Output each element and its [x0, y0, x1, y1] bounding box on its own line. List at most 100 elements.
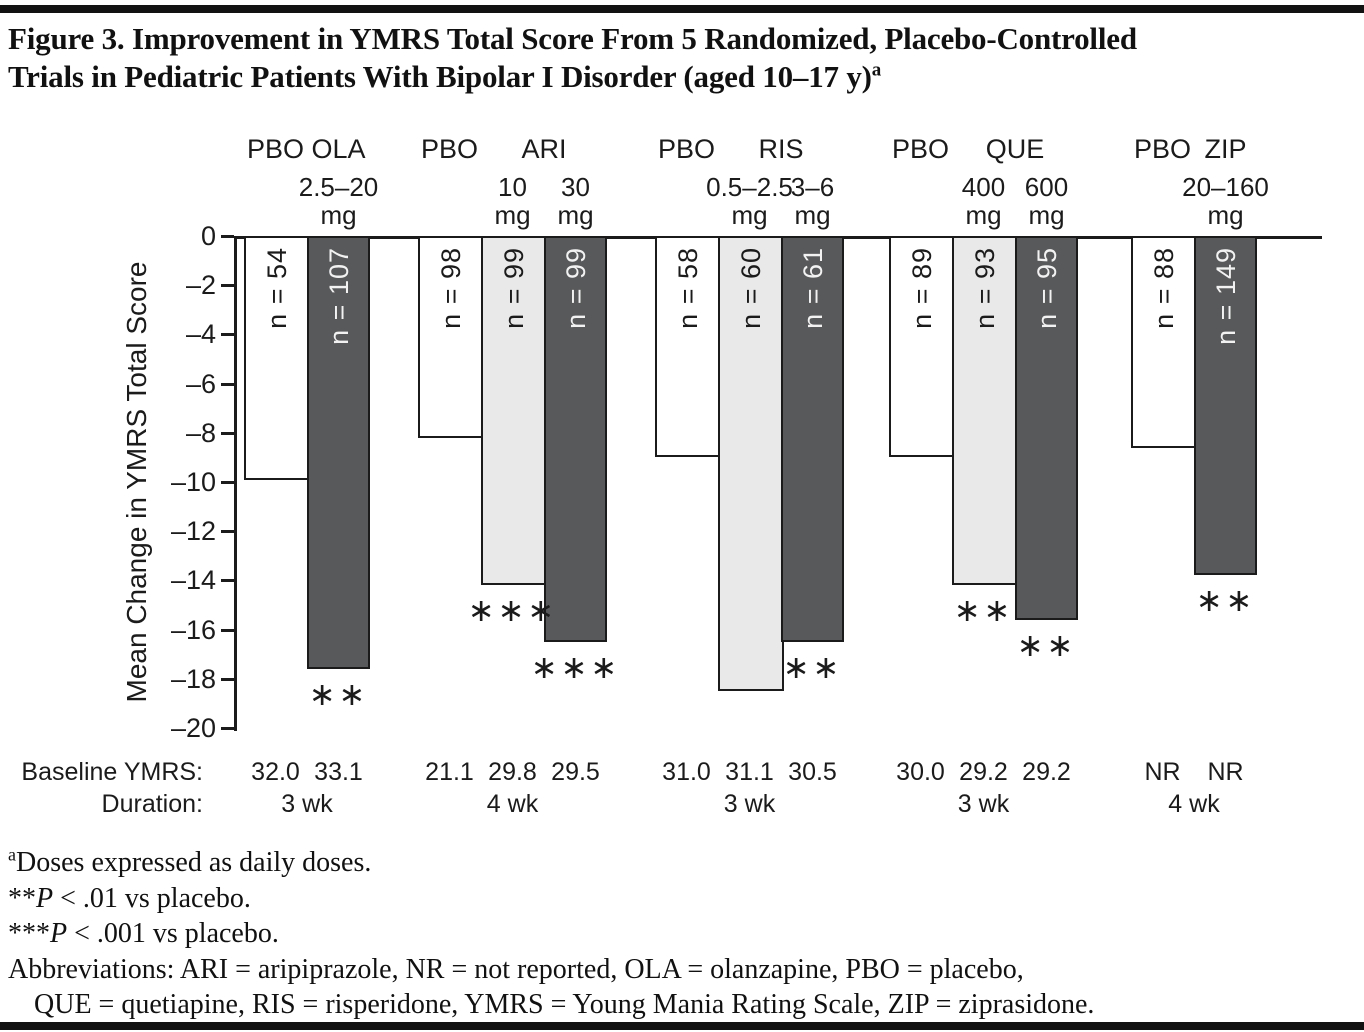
- bar-pbo: n = 58: [655, 236, 721, 458]
- y-tick-label: –10: [170, 467, 216, 497]
- footnote-italic-term: P: [50, 918, 68, 949]
- chart-area: Mean Change in YMRS Total Score 0 –2 –4 –6–…: [121, 134, 1322, 743]
- dose-unit-label: mg: [731, 200, 768, 230]
- footnote-text: < .001 vs placebo.: [67, 918, 279, 949]
- footnote-line: ***P < .001 vs placebo.: [8, 916, 1356, 952]
- baseline-ymrs-value: 30.5: [788, 758, 837, 786]
- bar-n-label: n = 88: [1148, 247, 1179, 329]
- footnote-line: Abbreviations: ARI = aripiprazole, NR = …: [8, 952, 1356, 988]
- sig-marker: ∗∗∗: [467, 592, 558, 629]
- baseline-ymrs-value: 21.1: [425, 758, 474, 786]
- bar-pbo: n = 88: [1131, 236, 1197, 448]
- footnote-line: **P < .01 vs placebo.: [8, 881, 1356, 917]
- footnote-text: < .01 vs placebo.: [53, 882, 251, 914]
- title-superscript: a: [871, 59, 882, 81]
- y-tick-label: 0: [200, 221, 216, 251]
- sig-marker: ∗∗: [308, 675, 369, 712]
- arm-header-pbo: PBO: [1133, 134, 1192, 164]
- footnote-significance-symbol: **: [8, 882, 36, 914]
- bar-n-label: n = 60: [735, 247, 766, 329]
- bottom-rule: [0, 1022, 1364, 1030]
- y-tick-mark: [221, 333, 234, 337]
- bar-pbo: n = 54: [244, 236, 310, 480]
- baseline-ymrs-value: 29.2: [959, 758, 1008, 786]
- footnote-line: aDoses expressed as daily doses.: [8, 845, 1356, 881]
- y-tick-mark: [221, 382, 234, 386]
- bar-n-label: n = 93: [969, 247, 1000, 329]
- baseline-ymrs-value: NR: [1144, 758, 1181, 786]
- dose-label: 600: [1024, 172, 1069, 202]
- bar-n-label: n = 98: [435, 247, 466, 329]
- bar-n-label: n = 107: [323, 247, 354, 345]
- footnote-italic-term: P: [36, 882, 54, 914]
- footnote-line: QUE = quetiapine, RIS = risperidone, YMR…: [8, 987, 1356, 1023]
- y-tick-label: –14: [170, 565, 216, 596]
- dose-label: 400: [961, 172, 1006, 202]
- arm-header-pbo: PBO: [657, 134, 716, 164]
- dose-label: 0.5–2.5: [706, 172, 793, 202]
- sig-marker: ∗∗∗: [530, 648, 621, 685]
- dose-label: 2.5–20: [298, 172, 379, 202]
- bar-n-label: n = 149: [1210, 247, 1241, 345]
- bar-ari-30: n = 99: [544, 236, 607, 642]
- bar-ari-10: n = 99: [481, 236, 547, 586]
- dose-label: 20–160: [1182, 172, 1269, 202]
- bar-ris-3–6: n = 61: [781, 236, 844, 642]
- duration-value: 4 wk: [1168, 790, 1220, 818]
- y-tick-label: –8: [185, 417, 216, 448]
- duration-value: 3 wk: [281, 790, 333, 818]
- arm-header-drug: ZIP: [1204, 134, 1247, 164]
- dose-unit-label: mg: [1207, 200, 1244, 230]
- y-tick-mark: [221, 579, 234, 583]
- y-tick-mark: [221, 530, 234, 534]
- y-tick-label: –18: [170, 663, 216, 694]
- sig-marker: ∗∗: [953, 592, 1014, 629]
- y-tick-label: –20: [170, 713, 216, 743]
- y-tick-mark: [221, 431, 234, 435]
- dose-unit-label: mg: [320, 200, 357, 230]
- arm-header-pbo: PBO: [891, 134, 950, 164]
- y-axis-line: [234, 236, 237, 731]
- title-line-1: Figure 3. Improvement in YMRS Total Scor…: [8, 21, 1137, 56]
- baseline-ymrs-value: 29.8: [488, 758, 537, 786]
- baseline-ymrs-value: 29.2: [1022, 758, 1071, 786]
- bar-pbo: n = 98: [418, 236, 484, 438]
- arm-header-drug: OLA: [311, 134, 366, 164]
- sig-marker: ∗∗: [1016, 626, 1077, 663]
- y-tick-label: –12: [170, 516, 216, 547]
- dose-unit-label: mg: [965, 200, 1002, 230]
- y-tick-mark: [221, 727, 234, 730]
- bar-n-label: n = 99: [498, 247, 529, 329]
- y-tick-mark: [221, 235, 234, 238]
- footnote-significance-symbol: ***: [8, 918, 50, 949]
- footnote-text: QUE = quetiapine, RIS = risperidone, YMR…: [34, 989, 1095, 1020]
- arm-header-drug: ARI: [521, 134, 567, 164]
- bar-n-label: n = 61: [797, 247, 828, 329]
- duration-row-label: Duration:: [101, 790, 203, 818]
- baseline-row-label: Baseline YMRS:: [21, 758, 203, 786]
- y-tick-label: –16: [170, 614, 216, 645]
- top-rule: [0, 5, 1364, 13]
- arm-header-pbo: PBO: [420, 134, 479, 164]
- arm-header-drug: RIS: [758, 134, 804, 164]
- baseline-ymrs-value: 29.5: [551, 758, 600, 786]
- y-tick-label: –2: [185, 270, 216, 301]
- dose-unit-label: mg: [494, 200, 531, 230]
- dose-unit-label: mg: [1028, 200, 1065, 230]
- footnotes: aDoses expressed as daily doses. **P < .0…: [8, 845, 1356, 1023]
- baseline-ymrs-value: 31.1: [725, 758, 774, 786]
- arm-header-drug: QUE: [985, 134, 1045, 164]
- bar-que-400: n = 93: [952, 236, 1018, 586]
- arm-header-pbo: PBO: [246, 134, 305, 164]
- bar-que-600: n = 95: [1015, 236, 1078, 620]
- bar-n-label: n = 89: [906, 247, 937, 329]
- footnote-text: Doses expressed as daily doses.: [16, 847, 372, 878]
- sig-marker: ∗∗: [782, 648, 843, 685]
- dose-unit-label: mg: [794, 200, 831, 230]
- duration-value: 4 wk: [486, 790, 539, 818]
- baseline-ymrs-value: NR: [1207, 758, 1244, 786]
- figure-title: Figure 3. Improvement in YMRS Total Scor…: [8, 20, 1356, 96]
- baseline-ymrs-value: 31.0: [662, 758, 711, 786]
- baseline-ymrs-value: 32.0: [251, 758, 300, 786]
- dose-label: 10: [498, 172, 527, 202]
